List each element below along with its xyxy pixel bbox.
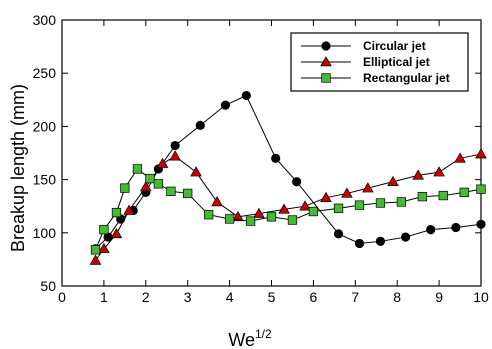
x-tick-label: 3 <box>184 289 192 305</box>
elliptical-jet-point <box>123 204 135 215</box>
rectangular-jet-point <box>132 164 143 174</box>
elliptical-jet-point <box>454 152 466 163</box>
rectangular-jet-point <box>308 206 319 217</box>
legend-marker-elliptical-jet <box>320 56 332 67</box>
rectangular-jet-point <box>333 203 344 213</box>
circular-jet-point <box>195 120 205 130</box>
y-tick-label: 300 <box>33 12 57 28</box>
circular-jet-point <box>241 90 251 101</box>
x-tick-label: 9 <box>435 289 443 305</box>
rectangular-jet-point <box>111 207 122 218</box>
rectangular-jet-point <box>224 214 235 224</box>
elliptical-jet-point <box>232 210 244 222</box>
elliptical-jet-point <box>412 169 424 180</box>
x-tick-label: 4 <box>226 289 234 305</box>
elliptical-jet-point <box>110 227 123 239</box>
elliptical-jet-point <box>320 191 332 202</box>
legend-label-elliptical-jet: Elliptical jet <box>363 55 430 69</box>
series-layer <box>89 90 487 265</box>
x-tick-label: 6 <box>310 289 318 305</box>
y-tick-label: 250 <box>33 65 57 81</box>
axis-titles: Breakup length (mm) We1/2 <box>8 84 272 349</box>
elliptical-jet-point <box>253 207 265 218</box>
legend-marker-rectangular-jet <box>321 73 331 83</box>
rectangular-jet-point <box>245 216 256 226</box>
elliptical-jet-point <box>433 166 445 177</box>
circular-jet-series <box>90 90 486 254</box>
rectangular-jet-series <box>90 164 486 255</box>
rectangular-jet-point <box>375 198 386 208</box>
rectangular-jet-point <box>99 224 109 235</box>
elliptical-jet-line <box>95 153 482 261</box>
legend-label-rectangular-jet: Rectangular jet <box>363 71 450 85</box>
circular-jet-point <box>170 140 180 151</box>
rectangular-jet-point <box>183 188 193 199</box>
circular-jet-point <box>375 236 386 246</box>
y-axis-title: Breakup length (mm) <box>8 84 28 252</box>
elliptical-jet-point <box>387 175 399 186</box>
elliptical-jet-point <box>299 200 311 211</box>
circular-jet-point <box>292 177 302 187</box>
elliptical-jet-series <box>89 148 487 265</box>
rectangular-jet-point <box>153 179 164 189</box>
rectangular-jet-point <box>417 191 427 202</box>
elliptical-jet-point <box>169 150 181 161</box>
legend: Circular jet Elliptical jet Rectangular je… <box>290 32 469 92</box>
x-tick-label: 1 <box>100 289 108 305</box>
x-tick-label: 10 <box>473 289 489 305</box>
legend-label-circular-jet: Circular jet <box>363 39 426 53</box>
elliptical-jet-point <box>98 242 110 254</box>
elliptical-jet-point <box>89 254 102 265</box>
legend-marker-circular-jet <box>321 41 331 51</box>
circular-jet-point <box>333 229 344 239</box>
circular-jet-point <box>354 238 365 249</box>
elliptical-jet-point <box>190 166 202 177</box>
x-axis-title-superscript: 1/2 <box>255 327 272 341</box>
circular-jet-point <box>426 225 436 235</box>
rectangular-jet-point <box>166 186 176 196</box>
rectangular-jet-point <box>459 187 469 198</box>
circular-jet-point <box>476 219 486 229</box>
x-axis-title-base: We <box>228 330 255 349</box>
rectangular-jet-point <box>396 197 407 207</box>
circular-jet-point <box>220 100 231 110</box>
elliptical-jet-point <box>278 203 290 214</box>
rectangular-jet-point <box>120 183 130 193</box>
rectangular-jet-point <box>90 245 101 255</box>
rectangular-jet-point <box>476 184 486 194</box>
axis-ticks: 0 1 2 3 4 5 6 7 8 9 10 50 100 150 200 250 300 <box>33 12 489 305</box>
elliptical-jet-point <box>341 187 353 198</box>
rectangular-jet-point <box>354 200 365 210</box>
rectangular-jet-point <box>287 215 298 225</box>
x-tick-label: 7 <box>351 289 359 305</box>
x-tick-label: 5 <box>268 289 276 305</box>
elliptical-jet-point <box>139 181 152 192</box>
y-tick-label: 150 <box>33 172 57 188</box>
circular-jet-point <box>271 153 281 163</box>
rectangular-jet-point <box>438 190 448 201</box>
elliptical-jet-point <box>362 182 374 193</box>
circular-jet-point <box>451 222 461 233</box>
y-tick-label: 50 <box>40 278 56 294</box>
y-tick-label: 200 <box>33 118 57 134</box>
x-tick-label: 2 <box>142 289 150 305</box>
elliptical-jet-point <box>211 196 223 207</box>
x-axis-title: We1/2 <box>228 327 272 349</box>
x-tick-label: 8 <box>393 289 401 305</box>
rectangular-jet-point <box>145 173 155 184</box>
x-tick-label: 0 <box>58 289 66 305</box>
circular-jet-point <box>400 232 411 242</box>
rectangular-jet-point <box>204 210 214 220</box>
circular-jet-line <box>95 94 482 250</box>
elliptical-jet-point <box>156 157 169 168</box>
y-tick-label: 100 <box>33 225 57 241</box>
elliptical-jet-point <box>475 148 487 159</box>
rectangular-jet-point <box>266 212 277 222</box>
